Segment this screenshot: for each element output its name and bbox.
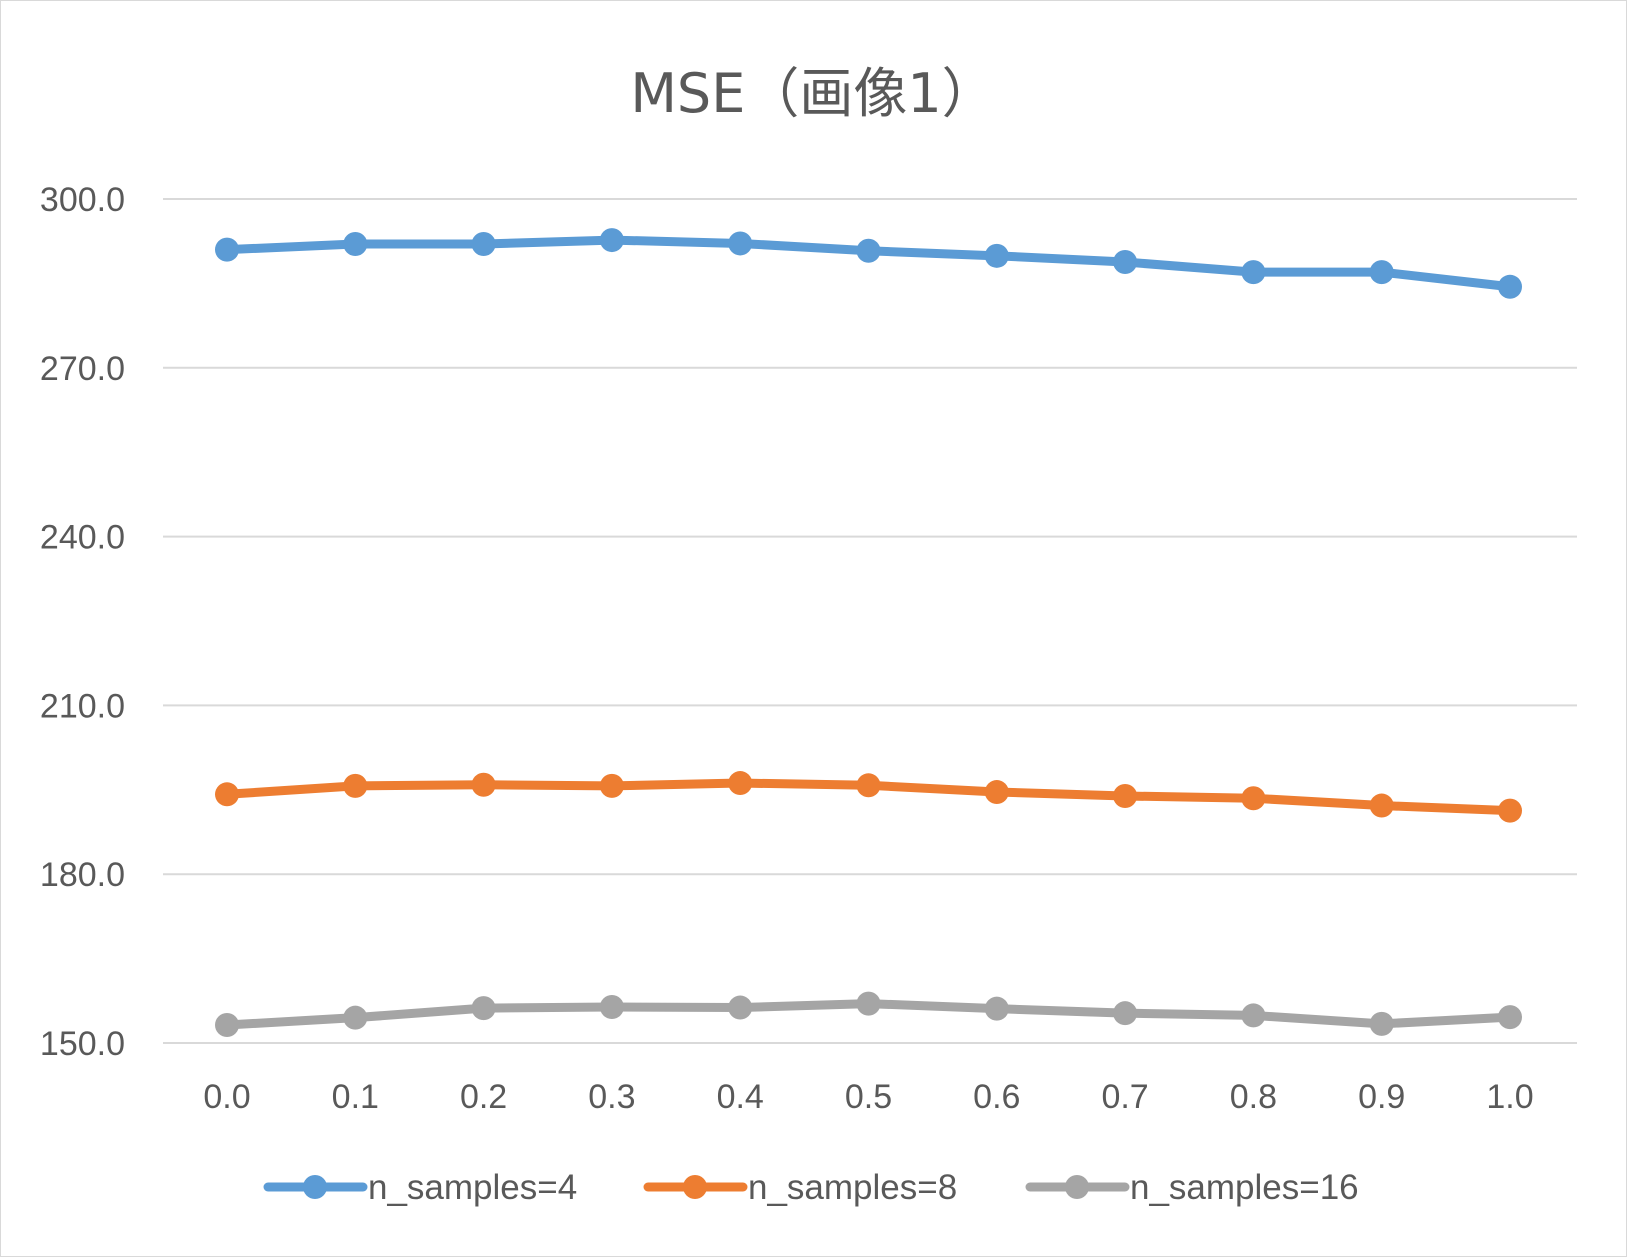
x-tick-label: 0.4 bbox=[717, 1078, 764, 1116]
legend: n_samples=4 n_samples=8 n_samples=16 bbox=[263, 1168, 1359, 1207]
x-tick-label: 1.0 bbox=[1486, 1078, 1533, 1116]
data-point bbox=[1369, 793, 1394, 818]
data-point bbox=[343, 773, 368, 798]
data-point bbox=[984, 243, 1009, 268]
legend-item: n_samples=4 bbox=[263, 1168, 577, 1207]
y-tick-label: 270.0 bbox=[40, 350, 125, 388]
legend-marker bbox=[1065, 1175, 1089, 1199]
y-tick-label: 300.0 bbox=[40, 181, 125, 219]
chart-title: MSE（画像1） bbox=[630, 62, 995, 125]
data-point bbox=[1241, 1003, 1266, 1028]
data-point bbox=[599, 773, 624, 798]
y-tick-label: 180.0 bbox=[40, 856, 125, 894]
series-n_samples=8 bbox=[215, 771, 1522, 823]
data-point bbox=[856, 773, 881, 798]
data-point bbox=[728, 231, 753, 256]
legend-item: n_samples=8 bbox=[643, 1168, 957, 1207]
series-lines bbox=[215, 228, 1522, 1037]
x-tick-label: 0.8 bbox=[1230, 1078, 1277, 1116]
data-point bbox=[471, 996, 496, 1021]
y-tick-label: 150.0 bbox=[40, 1025, 125, 1063]
x-tick-label: 0.7 bbox=[1101, 1078, 1148, 1116]
data-point bbox=[599, 994, 624, 1019]
data-point bbox=[1241, 260, 1266, 285]
series-n_samples=4 bbox=[215, 228, 1522, 299]
x-tick-label: 0.6 bbox=[973, 1078, 1020, 1116]
data-point bbox=[471, 232, 496, 257]
data-point bbox=[984, 780, 1009, 805]
data-point bbox=[343, 232, 368, 257]
legend-marker bbox=[683, 1175, 707, 1199]
data-point bbox=[1113, 250, 1138, 275]
y-tick-label: 240.0 bbox=[40, 519, 125, 557]
data-point bbox=[343, 1005, 368, 1030]
x-tick-label: 0.5 bbox=[845, 1078, 892, 1116]
data-point bbox=[1241, 786, 1266, 811]
legend-marker bbox=[303, 1175, 327, 1199]
x-tick-label: 0.9 bbox=[1358, 1078, 1405, 1116]
data-point bbox=[1498, 274, 1522, 299]
data-point bbox=[1498, 1005, 1522, 1030]
series-n_samples=16 bbox=[215, 991, 1522, 1037]
data-point bbox=[1369, 1011, 1394, 1036]
data-point bbox=[215, 237, 239, 262]
data-point bbox=[215, 782, 239, 807]
data-point bbox=[1113, 783, 1138, 808]
legend-label: n_samples=4 bbox=[368, 1168, 577, 1207]
data-point bbox=[1369, 260, 1394, 285]
x-tick-label: 0.3 bbox=[588, 1078, 635, 1116]
data-point bbox=[471, 772, 496, 797]
data-point bbox=[1498, 798, 1522, 823]
x-axis-tick-labels: 0.0 0.1 0.2 0.3 0.4 0.5 0.6 0.7 0.8 0.9 1.0 bbox=[203, 1078, 1533, 1116]
legend-item: n_samples=16 bbox=[1025, 1168, 1359, 1207]
data-point bbox=[215, 1012, 239, 1037]
data-point bbox=[728, 771, 753, 796]
legend-label: n_samples=16 bbox=[1130, 1168, 1359, 1207]
data-point bbox=[1113, 1001, 1138, 1026]
data-point bbox=[984, 996, 1009, 1021]
x-tick-label: 0.2 bbox=[460, 1078, 507, 1116]
y-tick-label: 210.0 bbox=[40, 687, 125, 725]
x-tick-label: 0.0 bbox=[203, 1078, 250, 1116]
y-axis-tick-labels: 150.0 180.0 210.0 240.0 270.0 300.0 bbox=[40, 181, 125, 1063]
x-tick-label: 0.1 bbox=[332, 1078, 379, 1116]
data-point bbox=[856, 238, 881, 263]
gridlines bbox=[163, 198, 1577, 1044]
data-point bbox=[599, 228, 624, 253]
data-point bbox=[728, 995, 753, 1020]
data-point bbox=[856, 991, 881, 1016]
legend-label: n_samples=8 bbox=[748, 1168, 957, 1207]
